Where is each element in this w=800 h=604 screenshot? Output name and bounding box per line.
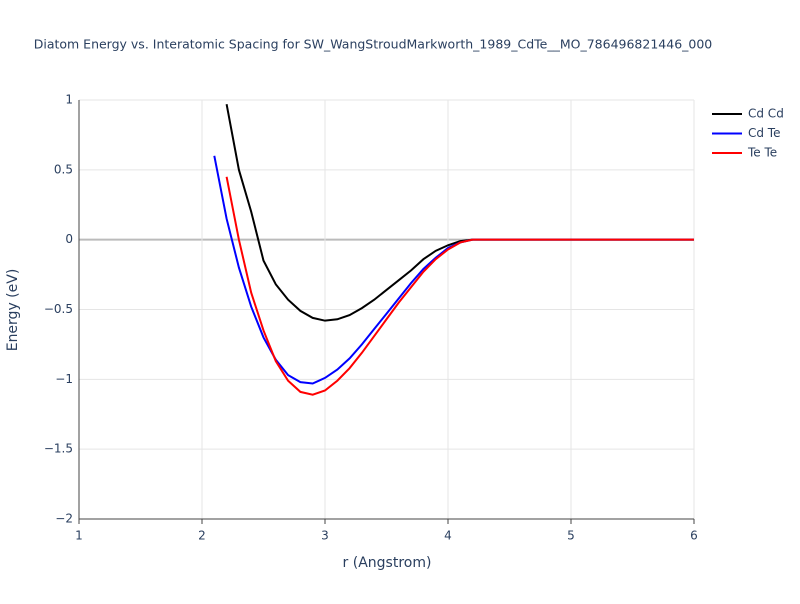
legend-label: Cd Te xyxy=(748,126,780,140)
plot-area xyxy=(213,104,694,396)
x-tick-label: 3 xyxy=(321,529,329,543)
legend: Cd Cd Cd Te Te Te xyxy=(712,107,784,160)
x-tick-label: 5 xyxy=(567,529,575,543)
x-axis-label: r (Angstrom) xyxy=(343,555,432,571)
y-tick-label: 1 xyxy=(65,93,73,107)
chart-title: Diatom Energy vs. Interatomic Spacing fo… xyxy=(34,37,713,52)
series-line xyxy=(213,155,694,385)
y-tick-label: −2 xyxy=(55,512,73,526)
x-tick-label: 6 xyxy=(690,529,698,543)
x-tick-label: 1 xyxy=(75,529,83,543)
legend-label: Te Te xyxy=(747,146,777,160)
y-tick-label: 0.5 xyxy=(54,162,73,176)
y-tick-label: 0 xyxy=(65,232,73,246)
y-tick-label: −0.5 xyxy=(44,302,73,316)
series-line xyxy=(225,176,694,396)
grid: −2 −1.5 −1 −0.5 0 0.5 1 1 2 3 4 5 6 xyxy=(44,93,698,543)
x-tick-label: 4 xyxy=(444,529,452,543)
series-line xyxy=(225,104,694,322)
y-tick-label: −1 xyxy=(55,372,73,386)
y-tick-label: −1.5 xyxy=(44,442,73,456)
y-axis-label: Energy (eV) xyxy=(5,269,21,352)
legend-label: Cd Cd xyxy=(748,107,784,121)
x-tick-label: 2 xyxy=(198,529,206,543)
